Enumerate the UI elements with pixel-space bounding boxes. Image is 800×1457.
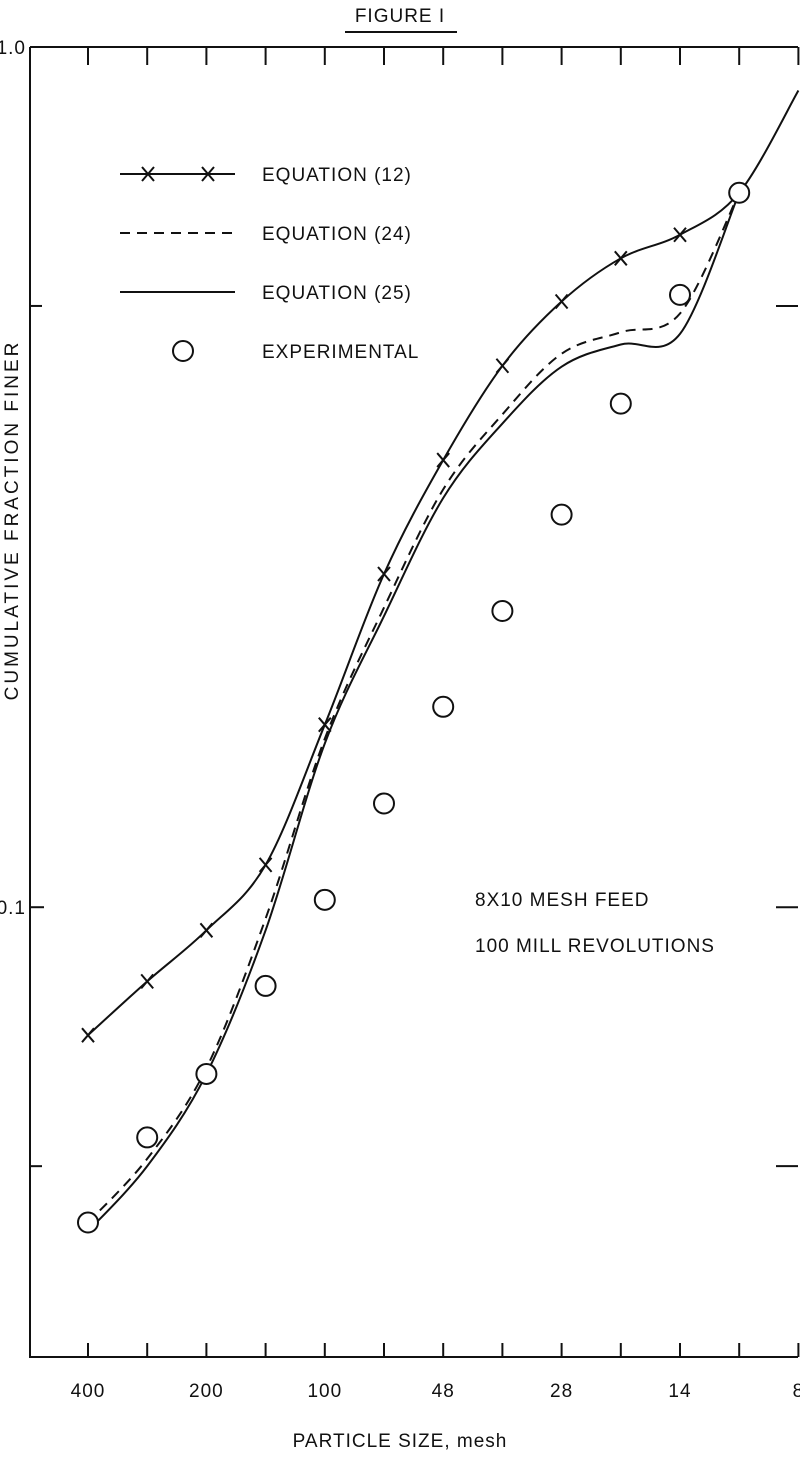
x-tick-label: 100 bbox=[307, 1381, 342, 1402]
circle-marker bbox=[136, 1126, 159, 1149]
circle-marker bbox=[373, 792, 395, 815]
y-tick-label: 0.1 bbox=[0, 898, 26, 919]
legend-marker bbox=[201, 166, 215, 182]
x-marker bbox=[81, 1027, 95, 1043]
x-marker bbox=[673, 227, 687, 243]
x-tick-label: 400 bbox=[71, 1381, 106, 1402]
legend-label: EXPERIMENTAL bbox=[262, 342, 419, 363]
x-marker bbox=[199, 922, 214, 938]
annotation: 100 MILL REVOLUTIONS bbox=[475, 936, 715, 957]
circle-marker bbox=[254, 974, 277, 997]
x-marker bbox=[436, 452, 450, 468]
legend-label: EQUATION (24) bbox=[262, 224, 412, 245]
legend-label: EQUATION (12) bbox=[262, 165, 412, 186]
legend-label: EQUATION (25) bbox=[262, 283, 412, 304]
circle-marker bbox=[432, 695, 455, 718]
circle-marker bbox=[728, 181, 751, 204]
circle-marker bbox=[491, 599, 514, 622]
x-marker bbox=[554, 293, 569, 310]
x-tick-label: 14 bbox=[668, 1381, 691, 1402]
circle-marker bbox=[669, 283, 691, 306]
x-marker bbox=[258, 857, 273, 873]
circle-marker bbox=[313, 888, 336, 911]
x-tick-label: 48 bbox=[432, 1381, 455, 1402]
plot-frame bbox=[29, 46, 798, 1358]
chart-title: FIGURE I bbox=[355, 6, 445, 27]
x-axis-label: PARTICLE SIZE, mesh bbox=[293, 1431, 508, 1452]
circle-marker bbox=[195, 1062, 218, 1085]
legend-marker bbox=[172, 340, 194, 362]
x-marker bbox=[495, 358, 510, 374]
x-tick-label: 8 bbox=[793, 1381, 800, 1402]
y-axis-label: CUMULATIVE FRACTION FINER bbox=[2, 340, 23, 701]
annotation: 8X10 MESH FEED bbox=[475, 890, 650, 911]
x-marker bbox=[140, 973, 154, 990]
legend-marker bbox=[141, 166, 155, 182]
y-tick-label: 1.0 bbox=[0, 38, 26, 59]
x-marker bbox=[318, 717, 332, 733]
x-marker bbox=[377, 566, 391, 582]
x-tick-label: 28 bbox=[550, 1381, 573, 1402]
x-marker bbox=[614, 250, 628, 266]
circle-marker bbox=[77, 1211, 99, 1234]
x-tick-label: 200 bbox=[189, 1381, 224, 1402]
circle-marker bbox=[609, 392, 632, 415]
circle-marker bbox=[550, 503, 573, 526]
